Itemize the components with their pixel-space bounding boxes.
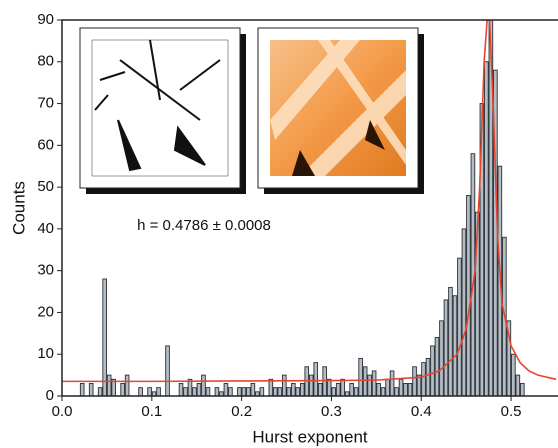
- histogram-bar: [350, 383, 354, 396]
- histogram-bar: [426, 358, 430, 396]
- x-tick-label: 0.3: [321, 403, 342, 420]
- inset-color-image: [258, 28, 424, 194]
- histogram-bar: [89, 383, 93, 396]
- y-tick-label: 0: [46, 387, 54, 404]
- inset-binary-image: [80, 28, 246, 194]
- histogram-bar: [516, 375, 520, 396]
- histogram-bar: [287, 388, 291, 396]
- histogram-bar: [404, 383, 408, 396]
- histogram-bar: [363, 367, 367, 396]
- x-tick-label: 0.5: [501, 403, 522, 420]
- histogram-bar: [318, 383, 322, 396]
- histogram-bar: [238, 388, 242, 396]
- histogram-bar: [511, 354, 515, 396]
- histogram-bar: [435, 338, 439, 396]
- histogram-bar: [179, 383, 183, 396]
- histogram-bar: [121, 383, 125, 396]
- histogram-bar: [359, 358, 363, 396]
- y-tick-label: 40: [37, 220, 54, 237]
- histogram-bar: [224, 383, 228, 396]
- histogram-bar: [462, 229, 466, 396]
- histogram-bar: [107, 375, 111, 396]
- x-tick-label: 0.4: [411, 403, 432, 420]
- histogram-bar: [408, 383, 412, 396]
- histogram-bar: [148, 388, 152, 396]
- histogram-bar: [354, 388, 358, 396]
- y-tick-label: 60: [37, 136, 54, 153]
- histogram-bar: [381, 388, 385, 396]
- histogram-bar: [417, 375, 421, 396]
- x-axis-label: Hurst exponent: [252, 427, 368, 446]
- histogram-bar: [431, 346, 435, 396]
- histogram-bar: [444, 300, 448, 396]
- chart: h = 0.4786 ± 0.0008 Hurst exponent Count…: [0, 0, 558, 448]
- histogram-bar: [314, 363, 318, 396]
- histogram-bar: [296, 388, 300, 396]
- histogram-bar: [377, 383, 381, 396]
- y-tick-label: 80: [37, 53, 54, 70]
- histogram-bar: [413, 367, 417, 396]
- histogram-bar: [269, 379, 273, 396]
- histogram-bar: [386, 379, 390, 396]
- histogram-bar: [247, 388, 251, 396]
- histogram-bar: [139, 388, 143, 396]
- histogram-bar: [341, 379, 345, 396]
- histogram-bar: [327, 379, 331, 396]
- histogram-bar: [260, 388, 264, 396]
- histogram-bar: [422, 363, 426, 396]
- histogram-bar: [251, 383, 255, 396]
- histogram-bar: [157, 388, 161, 396]
- y-tick-label: 10: [37, 345, 54, 362]
- histogram-bar: [440, 321, 444, 396]
- histogram-bar: [449, 287, 453, 396]
- histogram-bar: [336, 383, 340, 396]
- y-tick-label: 90: [37, 11, 54, 28]
- histogram-bar: [368, 375, 372, 396]
- histogram-bar: [125, 375, 129, 396]
- histogram-bar: [453, 296, 457, 396]
- histogram-bar: [300, 383, 304, 396]
- histogram-bar: [309, 375, 313, 396]
- histogram-bar: [202, 375, 206, 396]
- histogram-bar: [399, 379, 403, 396]
- histogram-bar: [166, 346, 170, 396]
- histogram-bar: [184, 388, 188, 396]
- y-tick-label: 30: [37, 262, 54, 279]
- y-axis-label: Counts: [9, 181, 28, 235]
- histogram-bar: [282, 375, 286, 396]
- y-tick-label: 50: [37, 178, 54, 195]
- histogram-bar: [215, 388, 219, 396]
- histogram-bar: [242, 388, 246, 396]
- histogram-bar: [229, 388, 233, 396]
- y-tick-label: 70: [37, 95, 54, 112]
- histogram-bar: [273, 388, 277, 396]
- x-tick-label: 0.1: [141, 403, 162, 420]
- histogram-bar: [520, 383, 524, 396]
- histogram-bar: [278, 388, 282, 396]
- histogram-bar: [372, 371, 376, 396]
- x-tick-label: 0.0: [52, 403, 73, 420]
- histogram-bar: [103, 279, 107, 396]
- histogram-bar: [467, 195, 471, 396]
- histogram-bar: [98, 388, 102, 396]
- histogram-bar: [80, 383, 84, 396]
- histogram-bar: [395, 388, 399, 396]
- histogram-bar: [206, 388, 210, 396]
- annotation: h = 0.4786 ± 0.0008: [137, 217, 271, 234]
- histogram-bar: [291, 383, 295, 396]
- histogram-bar: [485, 62, 489, 396]
- x-tick-label: 0.2: [231, 403, 252, 420]
- histogram-bar: [193, 388, 197, 396]
- histogram-bar: [332, 388, 336, 396]
- histogram-bar: [458, 258, 462, 396]
- page: h = 0.4786 ± 0.0008 Hurst exponent Count…: [0, 0, 558, 448]
- histogram-bar: [390, 371, 394, 396]
- histogram-bar: [197, 383, 201, 396]
- y-tick-label: 20: [37, 303, 54, 320]
